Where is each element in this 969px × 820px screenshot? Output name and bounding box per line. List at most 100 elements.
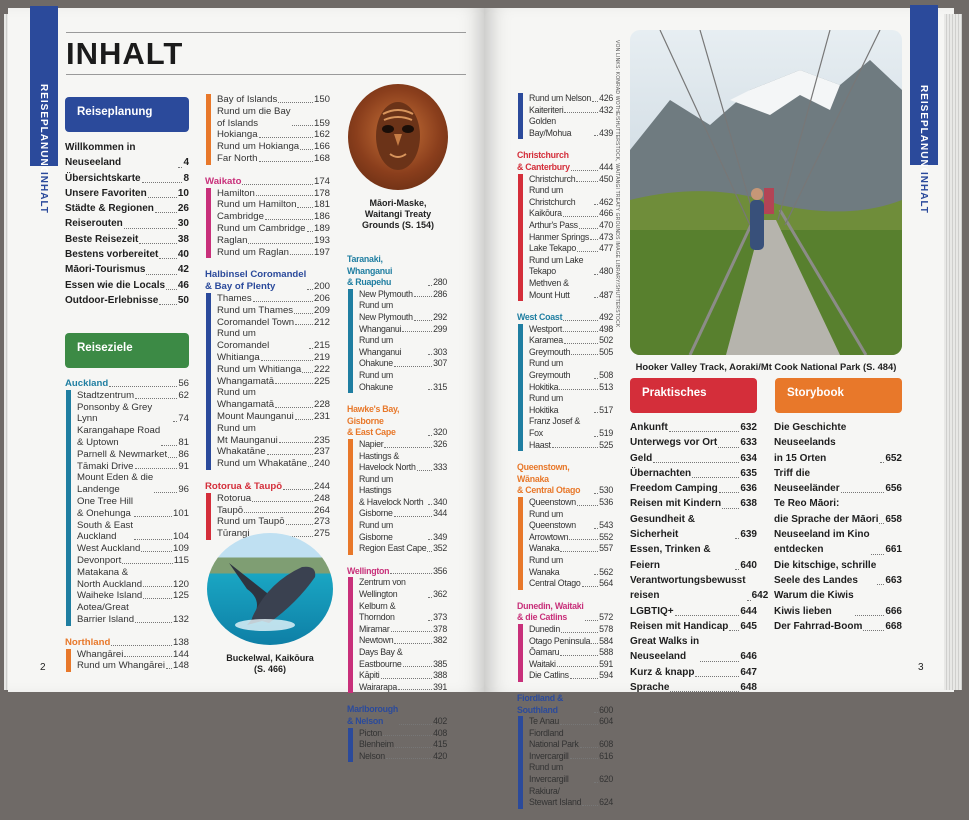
- region-entry[interactable]: Rund um Thames 209: [217, 305, 330, 317]
- region-entry[interactable]: Rund um Gisborne 349: [359, 520, 447, 543]
- region-entry[interactable]: Rund um Whanganui 303: [359, 335, 447, 358]
- region-entry[interactable]: Rund um Taupō 273: [217, 516, 330, 528]
- region-entry[interactable]: Rund um Christchurch 462: [529, 185, 613, 208]
- region-entry[interactable]: Waitaki 591: [529, 659, 613, 671]
- region-entry[interactable]: Rotorua 248: [217, 493, 330, 505]
- region-entry[interactable]: Far North 168: [217, 153, 330, 165]
- region-entry[interactable]: Methven & Mount Hutt 487: [529, 278, 613, 301]
- region-entry[interactable]: Die Catlins 594: [529, 670, 613, 682]
- region-heading[interactable]: Halbinsel Coromandel & Bay of Plenty 200: [205, 269, 330, 293]
- toc-entry[interactable]: Die kitschige, schrille Seele des Landes…: [774, 558, 902, 589]
- region-entry[interactable]: Hokianga 162: [217, 129, 330, 141]
- region-entry[interactable]: Rund um Whangamatā 228: [217, 387, 330, 411]
- region-heading[interactable]: Marlborough & Nelson 402: [347, 704, 447, 727]
- toc-entry[interactable]: Great Walks in Neuseeland 646: [630, 634, 757, 665]
- toc-entry[interactable]: Outdoor-Erlebnisse 50: [65, 293, 189, 308]
- region-entry[interactable]: Wairarapa 391: [359, 682, 447, 694]
- region-entry[interactable]: Kāpiti 388: [359, 670, 447, 682]
- region-entry[interactable]: Kaiteriteri 432: [529, 105, 613, 117]
- toc-entry[interactable]: LGBTIQ+ 644: [630, 604, 757, 619]
- region-entry[interactable]: Rund um Wanaka 562: [529, 555, 613, 578]
- region-entry[interactable]: Rund um Hastings & Havelock North 340: [359, 474, 447, 509]
- toc-entry[interactable]: Warum die Kiwis Kiwis lieben 666: [774, 588, 902, 619]
- region-entry[interactable]: Arthur's Pass 470: [529, 220, 613, 232]
- region-entry[interactable]: Coromandel Town 212: [217, 317, 330, 329]
- toc-entry[interactable]: Freedom Camping 636: [630, 481, 757, 496]
- toc-entry[interactable]: Bestens vorbereitet 40: [65, 247, 189, 262]
- toc-entry[interactable]: Te Reo Māori: die Sprache der Māori 658: [774, 496, 902, 527]
- region-entry[interactable]: Ponsonby & Grey Lynn 74: [77, 402, 189, 426]
- toc-entry[interactable]: Verantwortungsbewusst reisen 642: [630, 573, 768, 604]
- region-entry[interactable]: Picton 408: [359, 728, 447, 740]
- region-entry[interactable]: Rund um Queenstown 543: [529, 509, 613, 532]
- toc-entry[interactable]: Übersichtskarte 8: [65, 171, 189, 186]
- toc-entry[interactable]: Übernachten 635: [630, 466, 757, 481]
- region-entry[interactable]: Kelburn & Thorndon 373: [359, 601, 447, 624]
- region-heading[interactable]: Fiordland & Southland 600: [517, 693, 613, 716]
- region-entry[interactable]: Otago Peninsula 584: [529, 636, 613, 648]
- toc-entry[interactable]: Reisen mit Handicap 645: [630, 619, 757, 634]
- region-entry[interactable]: Rund um Hamilton 181: [217, 199, 330, 211]
- region-entry[interactable]: Rund um Mt Maunganui 235: [217, 423, 330, 447]
- toc-entry[interactable]: Sprache 648: [630, 680, 757, 695]
- region-entry[interactable]: Invercargill 616: [529, 751, 613, 763]
- region-heading[interactable]: Taranaki, Whanganui & Ruapehu 280: [347, 254, 447, 289]
- toc-entry[interactable]: Unsere Favoriten 10: [65, 186, 189, 201]
- region-entry[interactable]: Rund um New Plymouth 292: [359, 300, 447, 323]
- region-entry[interactable]: Rund um Greymouth 508: [529, 358, 613, 381]
- region-entry[interactable]: Aotea/Great Barrier Island 132: [77, 602, 189, 626]
- toc-entry[interactable]: Essen, Trinken & Feiern 640: [630, 542, 757, 573]
- region-entry[interactable]: Ohakune 307: [359, 358, 447, 370]
- region-heading[interactable]: Hawke's Bay, Gisborne & East Cape 320: [347, 404, 447, 439]
- region-entry[interactable]: Rund um Hokitika 517: [529, 393, 613, 416]
- region-entry[interactable]: Christchurch 450: [529, 174, 613, 186]
- region-entry[interactable]: Days Bay & Eastbourne 385: [359, 647, 447, 670]
- region-entry[interactable]: Rund um Coromandel 215: [217, 328, 330, 352]
- region-heading[interactable]: Queenstown, Wānaka & Central Otago 530: [517, 462, 613, 497]
- region-entry[interactable]: Waiheke Island 125: [77, 590, 189, 602]
- region-entry[interactable]: Hanmer Springs 473: [529, 232, 613, 244]
- region-heading[interactable]: Northland 138: [65, 637, 189, 649]
- region-entry[interactable]: Whanganui 299: [359, 324, 447, 336]
- region-entry[interactable]: Lake Tekapo 477: [529, 243, 613, 255]
- region-entry[interactable]: Wanaka 557: [529, 543, 613, 555]
- region-entry[interactable]: Rund um die Bay of Islands 159: [217, 106, 330, 130]
- section-tab-left[interactable]: REISEPLANUNG: [30, 6, 58, 175]
- region-entry[interactable]: Greymouth 505: [529, 347, 613, 359]
- toc-entry[interactable]: Essen wie die Locals 46: [65, 278, 189, 293]
- region-entry[interactable]: Karangahape Road & Uptown 81: [77, 425, 189, 449]
- region-entry[interactable]: Rund um Hokianga 166: [217, 141, 330, 153]
- region-entry[interactable]: Westport 498: [529, 324, 613, 336]
- region-entry[interactable]: Karamea 502: [529, 335, 613, 347]
- region-entry[interactable]: Nelson 420: [359, 751, 447, 763]
- region-entry[interactable]: Ōamaru 588: [529, 647, 613, 659]
- toc-entry[interactable]: Beste Reisezeit 38: [65, 232, 189, 247]
- region-entry[interactable]: Parnell & Newmarket 86: [77, 449, 189, 461]
- region-heading[interactable]: Rotorua & Taupō 244: [205, 481, 330, 493]
- region-entry[interactable]: West Auckland 109: [77, 543, 189, 555]
- toc-entry[interactable]: Städte & Regionen 26: [65, 201, 189, 216]
- toc-entry[interactable]: Neuseeland im Kino entdecken 661: [774, 527, 902, 558]
- region-entry[interactable]: Kaikōura 466: [529, 208, 613, 220]
- toc-entry[interactable]: Gesundheit & Sicherheit 639: [630, 512, 757, 543]
- region-entry[interactable]: Rund um Whakatāne 240: [217, 458, 330, 470]
- region-entry[interactable]: Dunedin 578: [529, 624, 613, 636]
- region-entry[interactable]: Te Anau 604: [529, 716, 613, 728]
- region-entry[interactable]: Queenstown 536: [529, 497, 613, 509]
- region-entry[interactable]: Taupō 264: [217, 505, 330, 517]
- region-entry[interactable]: Central Otago 564: [529, 578, 613, 590]
- region-entry[interactable]: Golden Bay/Mohua 439: [529, 116, 613, 139]
- region-entry[interactable]: Rund um Nelson 426: [529, 93, 613, 105]
- region-entry[interactable]: Franz Josef & Fox 519: [529, 416, 613, 439]
- toc-entry[interactable]: Unterwegs vor Ort 633: [630, 435, 757, 450]
- toc-entry[interactable]: Ankunft 632: [630, 420, 757, 435]
- region-entry[interactable]: Haast 525: [529, 440, 613, 452]
- region-entry[interactable]: Rund um Invercargill 620: [529, 762, 613, 785]
- region-entry[interactable]: Zentrum von Wellington 362: [359, 577, 447, 600]
- region-entry[interactable]: Matakana & North Auckland 120: [77, 567, 189, 591]
- region-entry[interactable]: Rakiura/ Stewart Island 624: [529, 786, 613, 809]
- region-heading[interactable]: Wellington 356: [347, 566, 447, 578]
- region-entry[interactable]: Stadtzentrum 62: [77, 390, 189, 402]
- region-heading[interactable]: Christchurch & Canterbury 444: [517, 150, 613, 173]
- region-entry[interactable]: One Tree Hill & Onehunga 101: [77, 496, 189, 520]
